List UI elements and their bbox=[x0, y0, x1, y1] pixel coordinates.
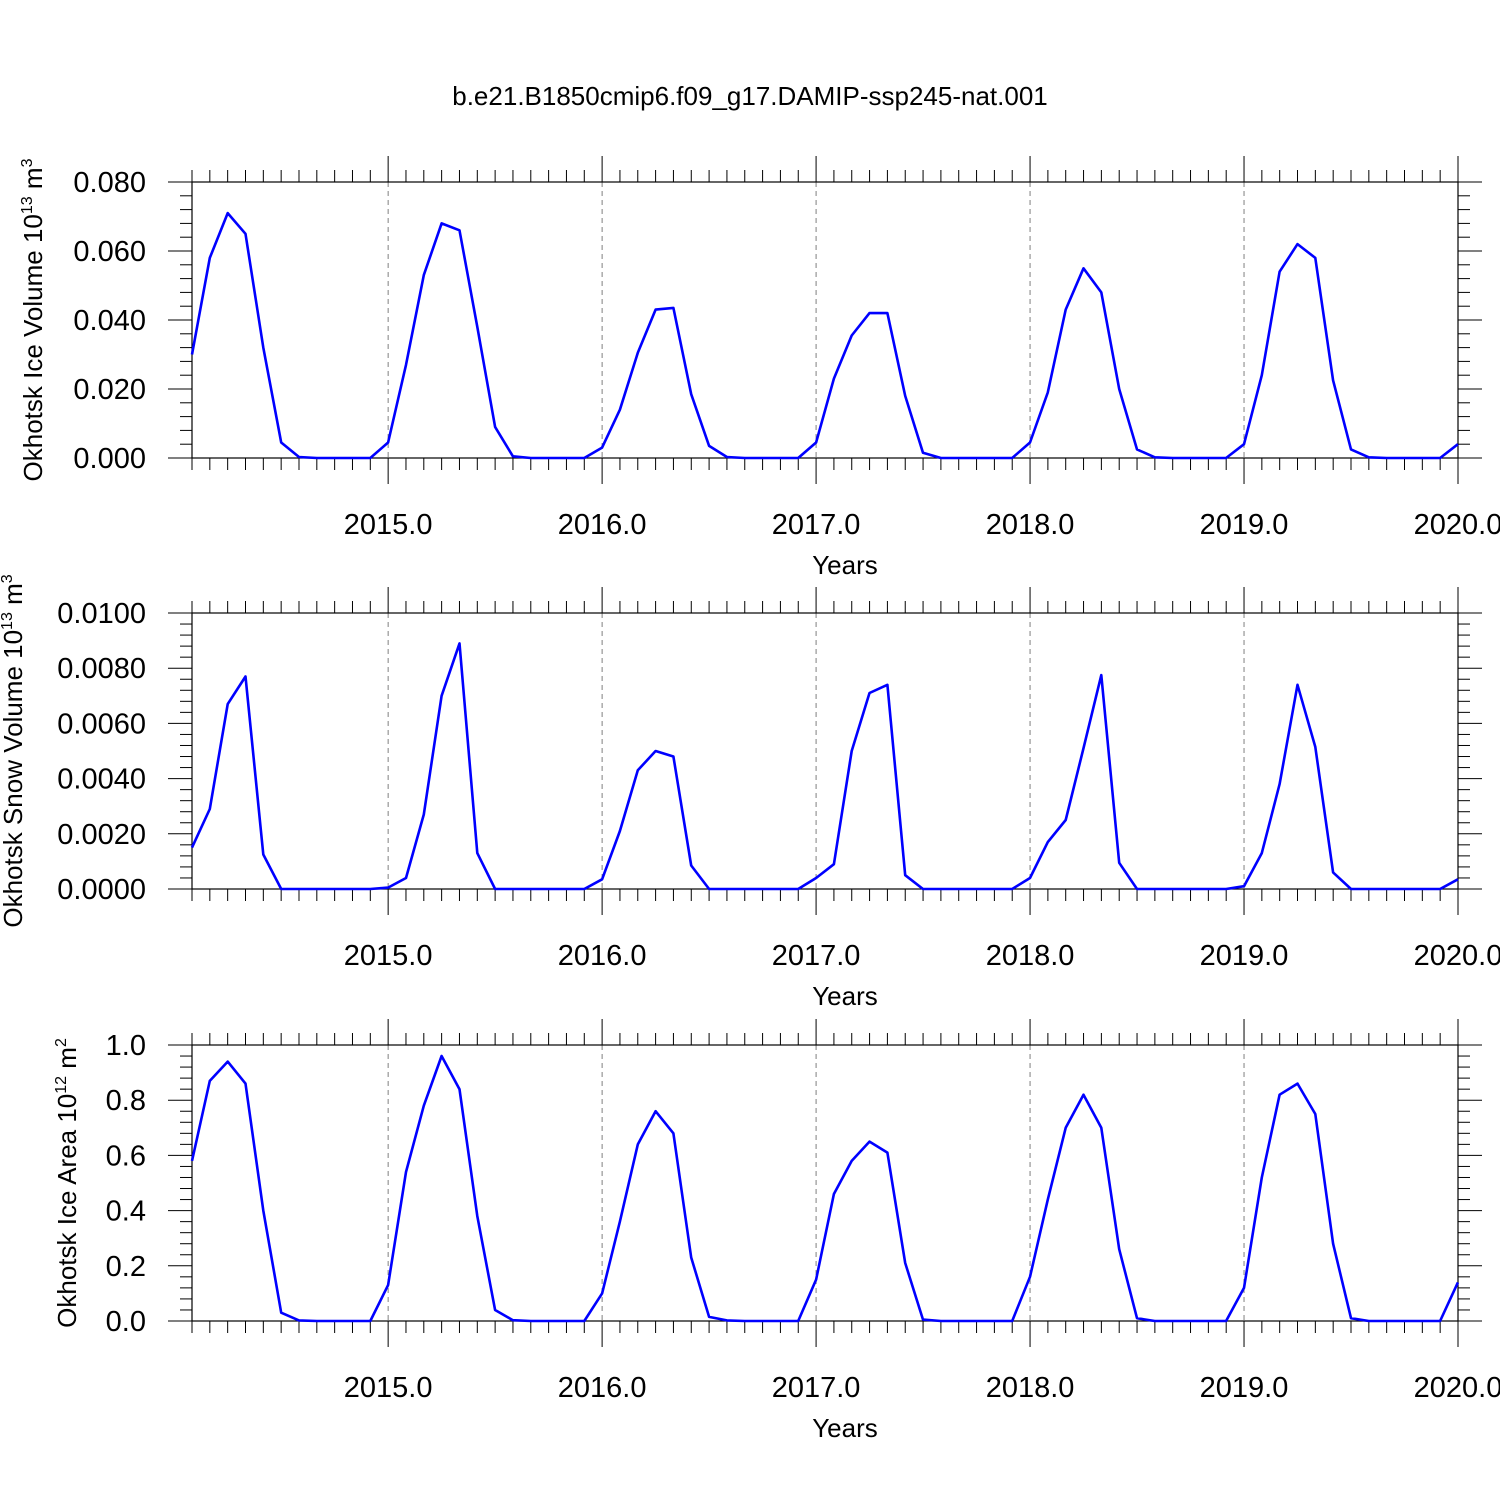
plot-frame-3 bbox=[191, 1044, 1459, 1322]
xtick-label-1-2: 2017.0 bbox=[772, 509, 861, 541]
ytick-label-3-2: 0.4 bbox=[106, 1196, 146, 1228]
series-line-1 bbox=[190, 211, 1459, 460]
xtick-label-2-5: 2020.0 bbox=[1414, 940, 1500, 972]
xtick-label-2-4: 2019.0 bbox=[1200, 940, 1289, 972]
ytick-label-2-1: 0.0020 bbox=[57, 819, 146, 851]
plot-frame-1 bbox=[191, 181, 1459, 459]
y-axis-label-2: Okhotsk Snow Volume 1013 m3 bbox=[0, 574, 28, 927]
xtick-label-3-4: 2019.0 bbox=[1200, 1372, 1289, 1404]
x-axis-label-3: Years bbox=[812, 1413, 878, 1443]
x-axis-label-1: Years bbox=[812, 550, 878, 580]
xtick-label-2-1: 2016.0 bbox=[558, 940, 647, 972]
xtick-label-3-0: 2015.0 bbox=[344, 1372, 433, 1404]
chart-2: 2015.0 2016.0 2017.0 2018.0 2019.0 2020.0 0.00… bbox=[0, 574, 1500, 1011]
ytick-label-1-2: 0.040 bbox=[73, 305, 146, 337]
ytick-label-1-3: 0.060 bbox=[73, 236, 146, 268]
ytick-label-3-1: 0.2 bbox=[106, 1251, 146, 1283]
ytick-label-1-0: 0.000 bbox=[73, 443, 146, 475]
xtick-label-3-2: 2017.0 bbox=[772, 1372, 861, 1404]
plot-frame-2 bbox=[191, 612, 1459, 890]
ytick-label-2-5: 0.0100 bbox=[57, 598, 146, 630]
ytick-label-2-4: 0.0080 bbox=[57, 653, 146, 685]
figure-title: b.e21.B1850cmip6.f09_g17.DAMIP-ssp245-na… bbox=[452, 81, 1048, 111]
ytick-label-3-0: 0.0 bbox=[106, 1306, 146, 1338]
xtick-label-1-3: 2018.0 bbox=[986, 509, 1075, 541]
series-line-2 bbox=[190, 642, 1459, 891]
xtick-label-1-1: 2016.0 bbox=[558, 509, 647, 541]
ytick-label-2-3: 0.0060 bbox=[57, 708, 146, 740]
xtick-label-1-5: 2020.0 bbox=[1414, 509, 1500, 541]
x-axis-label-2: Years bbox=[812, 981, 878, 1011]
xtick-label-1-0: 2015.0 bbox=[344, 509, 433, 541]
y-axis-label-3: Okhotsk Ice Area 1012 m2 bbox=[52, 1038, 82, 1328]
y-axis-label-1: Okhotsk Ice Volume 1013 m3 bbox=[18, 158, 48, 481]
ytick-label-3-5: 1.0 bbox=[106, 1030, 146, 1062]
xtick-label-1-4: 2019.0 bbox=[1200, 509, 1289, 541]
chart-3: 2015.0 2016.0 2017.0 2018.0 2019.0 2020.0 0.0 0… bbox=[52, 1019, 1500, 1443]
ytick-label-1-1: 0.020 bbox=[73, 374, 146, 406]
xtick-label-2-2: 2017.0 bbox=[772, 940, 861, 972]
chart-1: 2015.0 2016.0 2017.0 2018.0 2019.0 2020.0 0.00… bbox=[18, 156, 1500, 580]
ytick-label-2-0: 0.0000 bbox=[57, 874, 146, 906]
xtick-label-3-5: 2020.0 bbox=[1414, 1372, 1500, 1404]
xtick-label-2-0: 2015.0 bbox=[344, 940, 433, 972]
xtick-label-3-1: 2016.0 bbox=[558, 1372, 647, 1404]
ytick-label-3-3: 0.6 bbox=[106, 1140, 146, 1172]
series-line-3 bbox=[190, 1054, 1460, 1323]
ytick-label-3-4: 0.8 bbox=[106, 1085, 146, 1117]
ytick-label-2-2: 0.0040 bbox=[57, 764, 146, 796]
xtick-label-3-3: 2018.0 bbox=[986, 1372, 1075, 1404]
ytick-label-1-4: 0.080 bbox=[73, 167, 146, 199]
xtick-label-2-3: 2018.0 bbox=[986, 940, 1075, 972]
